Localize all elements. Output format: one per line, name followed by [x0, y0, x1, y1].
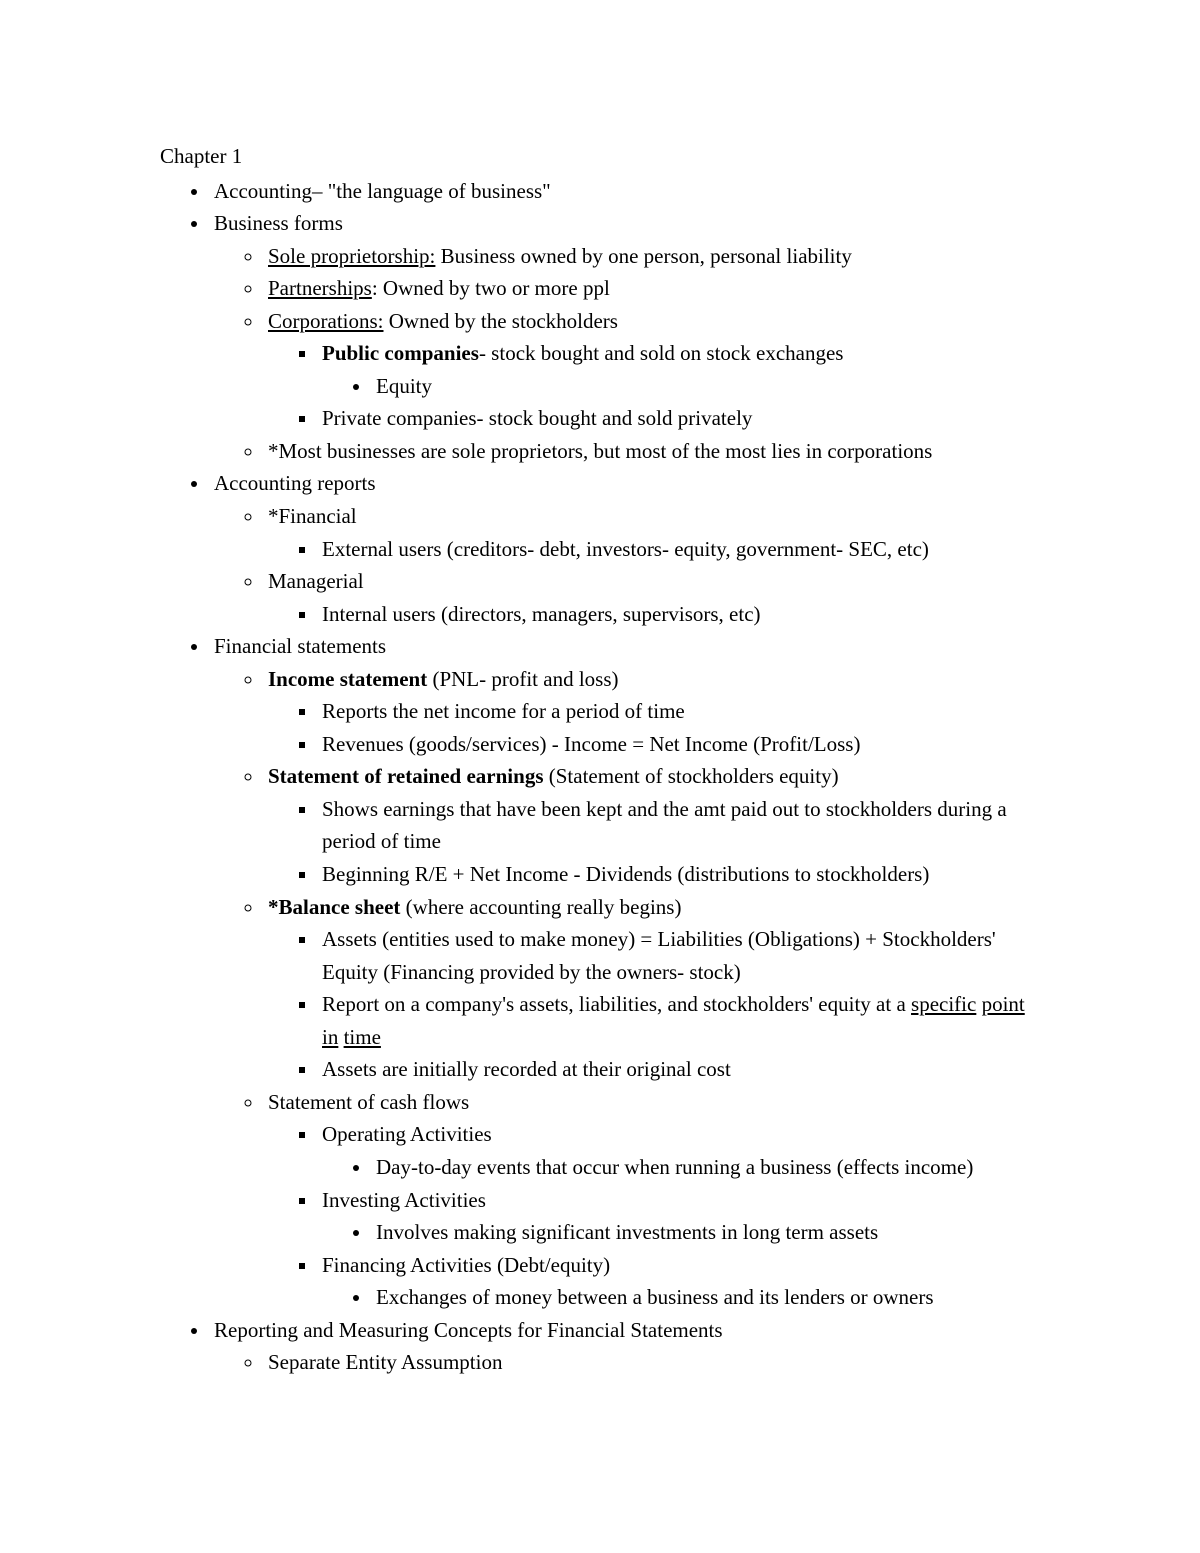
- text: : Owned by two or more ppl: [372, 276, 610, 300]
- list-item: Business forms Sole proprietorship: Busi…: [210, 207, 1040, 467]
- list-item: Corporations: Owned by the stockholders …: [264, 305, 1040, 435]
- list-item: Public companies- stock bought and sold …: [318, 337, 1040, 402]
- list-item: Involves making significant investments …: [372, 1216, 1040, 1249]
- list-item: Partnerships: Owned by two or more ppl: [264, 272, 1040, 305]
- list-item: Statement of cash flows Operating Activi…: [264, 1086, 1040, 1314]
- list-item: Statement of retained earnings (Statemen…: [264, 760, 1040, 890]
- list-item: Report on a company's assets, liabilitie…: [318, 988, 1040, 1053]
- text: Separate Entity Assumption: [268, 1350, 502, 1374]
- list-item: Financing Activities (Debt/equity) Excha…: [318, 1249, 1040, 1314]
- text: (PNL- profit and loss): [427, 667, 618, 691]
- term: Statement of retained earnings: [268, 764, 544, 788]
- list-item: Sole proprietorship: Business owned by o…: [264, 240, 1040, 273]
- list-item: Exchanges of money between a business an…: [372, 1281, 1040, 1314]
- list-item: Day-to-day events that occur when runnin…: [372, 1151, 1040, 1184]
- list-item: *Balance sheet (where accounting really …: [264, 891, 1040, 1086]
- text: Operating Activities: [322, 1122, 492, 1146]
- text: Investing Activities: [322, 1188, 486, 1212]
- term: *Balance sheet: [268, 895, 400, 919]
- text: (Statement of stockholders equity): [544, 764, 839, 788]
- text: Accounting– "the language of business": [214, 179, 551, 203]
- term: Public companies: [322, 341, 479, 365]
- term: Sole proprietorship:: [268, 244, 435, 268]
- text: in: [322, 1025, 338, 1049]
- text: External users (creditors- debt, investo…: [322, 537, 929, 561]
- document-page: Chapter 1 Accounting– "the language of b…: [0, 0, 1200, 1459]
- text: Financial statements: [214, 634, 386, 658]
- text: Reports the net income for a period of t…: [322, 699, 685, 723]
- list-item: Assets are initially recorded at their o…: [318, 1053, 1040, 1086]
- text: Shows earnings that have been kept and t…: [322, 797, 1007, 854]
- text: Statement of cash flows: [268, 1090, 469, 1114]
- list-item: Income statement (PNL- profit and loss) …: [264, 663, 1040, 761]
- text: Report on a company's assets, liabilitie…: [322, 992, 911, 1016]
- list-item: Accounting reports *Financial External u…: [210, 467, 1040, 630]
- text: Business forms: [214, 211, 343, 235]
- text: - stock bought and sold on stock exchang…: [479, 341, 844, 365]
- text: Equity: [376, 374, 432, 398]
- text: Financing Activities (Debt/equity): [322, 1253, 610, 1277]
- term: Partnerships: [268, 276, 372, 300]
- text: Involves making significant investments …: [376, 1220, 878, 1244]
- list-item: Managerial Internal users (directors, ma…: [264, 565, 1040, 630]
- text: *Financial: [268, 504, 357, 528]
- text: Assets (entities used to make money) = L…: [322, 927, 996, 984]
- text: Private companies- stock bought and sold…: [322, 406, 752, 430]
- list-item: Beginning R/E + Net Income - Dividends (…: [318, 858, 1040, 891]
- list-item: Internal users (directors, managers, sup…: [318, 598, 1040, 631]
- list-item: Reports the net income for a period of t…: [318, 695, 1040, 728]
- text: Beginning R/E + Net Income - Dividends (…: [322, 862, 929, 886]
- list-item: Operating Activities Day-to-day events t…: [318, 1118, 1040, 1183]
- list-item: Investing Activities Involves making sig…: [318, 1184, 1040, 1249]
- text: Day-to-day events that occur when runnin…: [376, 1155, 973, 1179]
- text: *Most businesses are sole proprietors, b…: [268, 439, 932, 463]
- list-item: Reporting and Measuring Concepts for Fin…: [210, 1314, 1040, 1379]
- text: Business owned by one person, personal l…: [435, 244, 851, 268]
- text: (where accounting really begins): [400, 895, 681, 919]
- term: Income statement: [268, 667, 427, 691]
- list-item: Equity: [372, 370, 1040, 403]
- list-item: Private companies- stock bought and sold…: [318, 402, 1040, 435]
- text: Exchanges of money between a business an…: [376, 1285, 934, 1309]
- list-item: Accounting– "the language of business": [210, 175, 1040, 208]
- list-item: Shows earnings that have been kept and t…: [318, 793, 1040, 858]
- list-item: *Most businesses are sole proprietors, b…: [264, 435, 1040, 468]
- list-item: Financial statements Income statement (P…: [210, 630, 1040, 1313]
- text: Reporting and Measuring Concepts for Fin…: [214, 1318, 723, 1342]
- text: Internal users (directors, managers, sup…: [322, 602, 761, 626]
- chapter-title: Chapter 1: [160, 140, 1040, 173]
- list-item: Assets (entities used to make money) = L…: [318, 923, 1040, 988]
- text: specific: [911, 992, 976, 1016]
- text: Accounting reports: [214, 471, 376, 495]
- text: Revenues (goods/services) - Income = Net…: [322, 732, 860, 756]
- list-item: *Financial External users (creditors- de…: [264, 500, 1040, 565]
- text: point: [982, 992, 1025, 1016]
- list-item: Revenues (goods/services) - Income = Net…: [318, 728, 1040, 761]
- outline-root: Accounting– "the language of business" B…: [160, 175, 1040, 1379]
- list-item: Separate Entity Assumption: [264, 1346, 1040, 1379]
- term: Corporations:: [268, 309, 384, 333]
- text: Managerial: [268, 569, 364, 593]
- list-item: External users (creditors- debt, investo…: [318, 533, 1040, 566]
- text: Assets are initially recorded at their o…: [322, 1057, 731, 1081]
- text: time: [344, 1025, 381, 1049]
- text: Owned by the stockholders: [384, 309, 618, 333]
